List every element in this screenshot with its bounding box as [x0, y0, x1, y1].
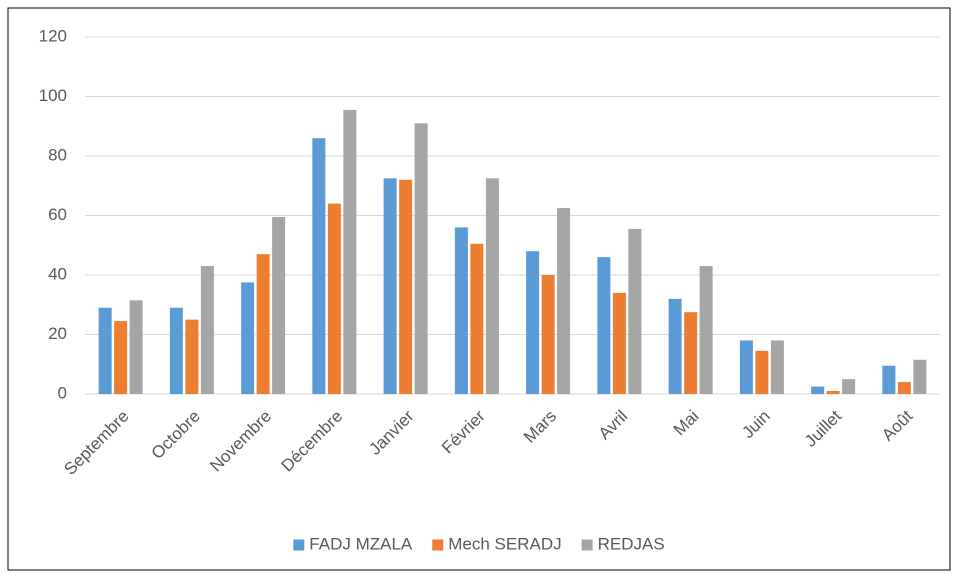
- legend-label: Mech SERADJ: [448, 534, 561, 553]
- bar: [169, 307, 183, 394]
- bar: [241, 282, 255, 394]
- bar: [811, 386, 825, 394]
- bar: [98, 307, 112, 394]
- legend-swatch: [293, 539, 305, 551]
- bar: [612, 292, 626, 394]
- bar: [485, 178, 499, 394]
- bar: [185, 319, 199, 394]
- y-tick-label: 0: [58, 383, 67, 402]
- bar: [541, 275, 555, 394]
- bar: [770, 340, 784, 394]
- bar: [454, 227, 468, 394]
- bar: [129, 300, 143, 394]
- y-tick-label: 120: [39, 26, 67, 45]
- bar: [327, 203, 341, 394]
- bar: [684, 312, 698, 394]
- bar: [739, 340, 753, 394]
- bar: [882, 365, 896, 394]
- bar: [526, 251, 540, 394]
- bar: [399, 179, 413, 394]
- bar: [842, 379, 856, 394]
- y-tick-label: 100: [39, 86, 67, 105]
- bar: [826, 391, 840, 394]
- bar: [114, 321, 128, 394]
- bar: [897, 382, 911, 394]
- bar: [272, 216, 286, 394]
- bar: [699, 266, 713, 394]
- bar: [312, 138, 326, 394]
- y-tick-label: 60: [48, 205, 67, 224]
- bar: [557, 208, 571, 394]
- bar: [913, 359, 927, 394]
- legend-swatch: [581, 539, 593, 551]
- legend-swatch: [432, 539, 444, 551]
- bar: [470, 243, 484, 394]
- bar: [414, 123, 428, 395]
- bar: [597, 257, 611, 394]
- bar: [200, 266, 214, 394]
- y-tick-label: 80: [48, 145, 67, 164]
- y-tick-label: 40: [48, 264, 67, 283]
- bar: [755, 350, 769, 394]
- legend-label: FADJ MZALA: [309, 534, 413, 553]
- bar: [343, 109, 357, 394]
- legend-label: REDJAS: [598, 534, 665, 553]
- bar: [383, 178, 397, 394]
- bar: [668, 298, 682, 394]
- y-tick-label: 20: [48, 324, 67, 343]
- bar: [628, 228, 642, 394]
- bar: [256, 254, 270, 394]
